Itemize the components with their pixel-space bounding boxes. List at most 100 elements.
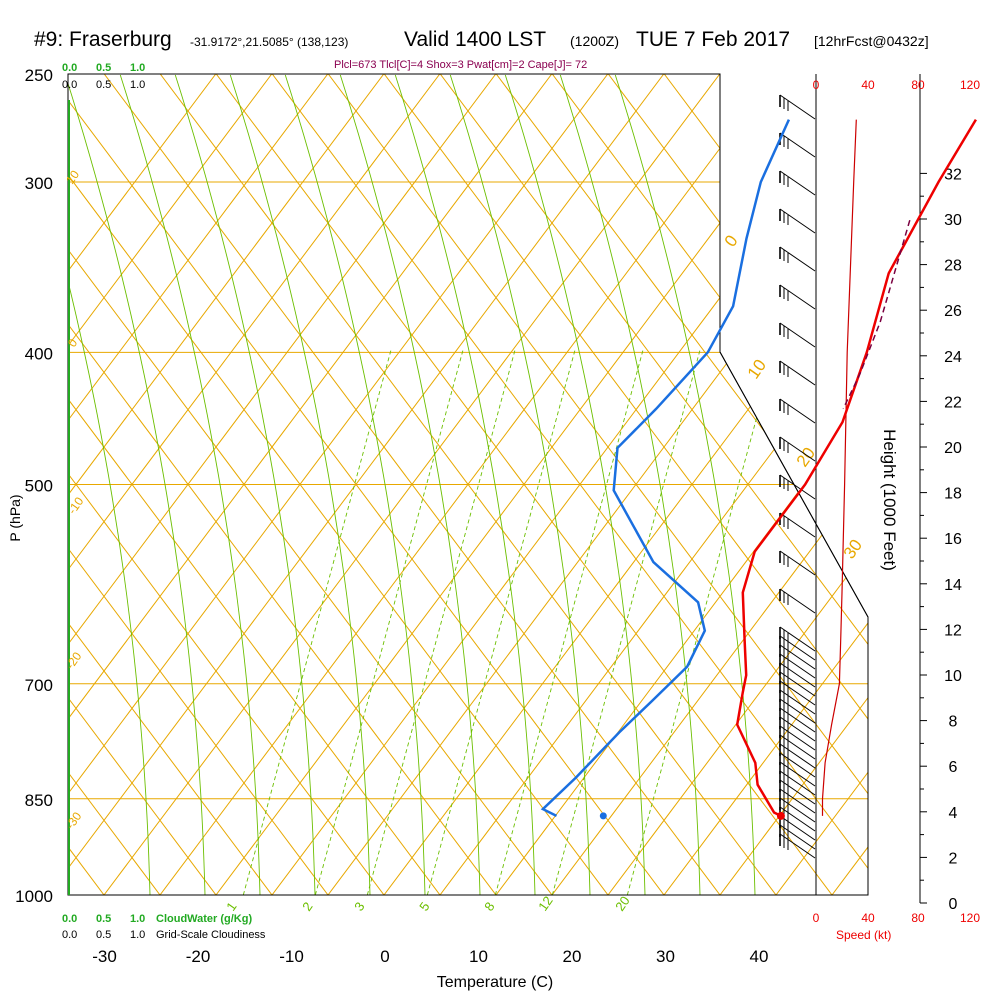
valid-time: Valid 1400 LST xyxy=(404,28,547,51)
wind-barb-staff xyxy=(779,170,816,196)
temperature-tick-label: 40 xyxy=(750,947,769,966)
wind-barb-staff xyxy=(779,698,816,724)
isotherm-line xyxy=(831,74,868,895)
height-axis-label: Height (1000 Feet) xyxy=(880,429,899,571)
surface-temperature-point xyxy=(776,811,785,820)
adiabat-line xyxy=(103,74,721,895)
cloudwater-scale-bottom: 0.5 xyxy=(96,913,111,925)
moist-adiabat xyxy=(449,74,591,895)
height-tick-label: 10 xyxy=(944,668,962,685)
wind-barb-staff xyxy=(779,725,816,751)
adiabat-line xyxy=(215,74,833,895)
adiabat-line xyxy=(68,74,553,895)
adiabat-line xyxy=(439,74,868,895)
height-tick-label: 2 xyxy=(949,850,958,867)
wind-barb-staff xyxy=(779,436,816,462)
wind-barb xyxy=(779,284,816,310)
wind-speed-scale-bottom: 80 xyxy=(911,911,925,925)
wind-barb-staff xyxy=(779,815,816,841)
wind-barb-staff xyxy=(779,779,816,805)
wind-barb-staff xyxy=(779,734,816,760)
wind-barb-staff xyxy=(779,797,816,823)
cloudiness-scale-bottom: 0.0 xyxy=(62,929,77,941)
wind-barb-staff xyxy=(779,743,816,769)
isotherm-line xyxy=(607,74,868,895)
wind-barb xyxy=(779,436,816,462)
height-tick-label: 4 xyxy=(949,805,958,822)
wind-speed-scale-top: 120 xyxy=(960,78,980,92)
wind-barb-staff xyxy=(779,833,816,859)
adiabat-line xyxy=(327,74,868,895)
wind-barb-staff xyxy=(779,626,816,652)
height-tick-label: 28 xyxy=(944,258,962,275)
isotherm-line xyxy=(68,74,329,895)
cloudiness-scale-bottom: 1.0 xyxy=(130,929,145,941)
wind-barb xyxy=(779,132,816,158)
cloudwater-scale-top: 0.0 xyxy=(62,62,77,74)
isotherm-label: 0 xyxy=(721,232,742,251)
wind-barb-staff xyxy=(779,752,816,778)
moist-adiabat xyxy=(284,74,426,895)
isotherm-label: -20 xyxy=(63,649,85,672)
plot-area xyxy=(68,74,1000,895)
mixing-ratio-label: 1 xyxy=(223,899,239,914)
adiabat-line xyxy=(68,74,329,895)
wind-speed-scale-bottom: 120 xyxy=(960,911,980,925)
pressure-tick-label: 500 xyxy=(25,477,53,496)
wind-barb xyxy=(779,360,816,386)
wind-barb-staff xyxy=(779,360,816,386)
wind-barb-staff xyxy=(779,94,816,120)
wind-barb-staff xyxy=(779,689,816,715)
temperature-tick-label: 20 xyxy=(563,947,582,966)
mixing-ratio-line xyxy=(235,349,392,895)
wind-speed-scale-top: 80 xyxy=(911,78,925,92)
wind-barb xyxy=(779,833,816,859)
adiabat-line xyxy=(383,74,868,895)
moist-adiabat xyxy=(559,74,701,895)
wind-barb xyxy=(779,588,816,614)
forecast-info: [12hrFcst@0432z] xyxy=(814,33,929,49)
isotherm-line xyxy=(68,74,273,895)
isotherm-line xyxy=(68,74,217,895)
temperature-line xyxy=(735,118,977,818)
wind-barb-staff xyxy=(779,824,816,850)
cloudwater-scale-bottom: 0.0 xyxy=(62,913,77,925)
pressure-tick-label: 400 xyxy=(25,344,53,363)
moist-adiabat xyxy=(119,74,261,895)
moist-adiabat xyxy=(68,74,151,895)
station-title: #9: Fraserburg xyxy=(34,28,172,51)
wind-barb-staff xyxy=(779,398,816,424)
isotherm-line xyxy=(888,74,1000,895)
wind-barb xyxy=(779,94,816,120)
wind-barb xyxy=(779,398,816,424)
wind-barb-staff xyxy=(779,208,816,234)
wind-barb-staff xyxy=(779,788,816,814)
cloudiness-label: Grid-Scale Cloudiness xyxy=(156,929,266,941)
mixing-ratio-label: 2 xyxy=(299,899,315,914)
moist-adiabat xyxy=(614,74,756,895)
height-tick-label: 8 xyxy=(949,714,958,731)
moist-adiabat xyxy=(394,74,536,895)
temperature-tick-label: 10 xyxy=(469,947,488,966)
pressure-tick-label: 850 xyxy=(25,791,53,810)
wind-barb xyxy=(779,208,816,234)
cloudiness-scale-top: 0.5 xyxy=(96,79,111,91)
utc-time: (1200Z) xyxy=(570,33,620,49)
wind-barb xyxy=(779,474,816,500)
mixing-ratio-label: 5 xyxy=(416,899,432,914)
mixing-ratio-line xyxy=(307,349,464,895)
mixing-ratio-label: 12 xyxy=(535,893,556,913)
height-tick-label: 32 xyxy=(944,166,962,183)
wind-barb-staff xyxy=(779,635,816,661)
x-axis-label: Temperature (C) xyxy=(437,974,553,991)
moist-adiabat xyxy=(339,74,481,895)
moist-adiabat xyxy=(174,74,316,895)
adiabat-line xyxy=(68,74,385,895)
height-tick-label: 16 xyxy=(944,531,962,548)
mixing-ratio-line xyxy=(544,349,701,895)
mixing-ratio-line xyxy=(359,349,516,895)
wind-barb xyxy=(779,512,816,538)
isotherm-label: 10 xyxy=(744,356,770,382)
height-tick-label: 20 xyxy=(944,440,962,457)
forecast-date: TUE 7 Feb 2017 xyxy=(636,28,791,51)
